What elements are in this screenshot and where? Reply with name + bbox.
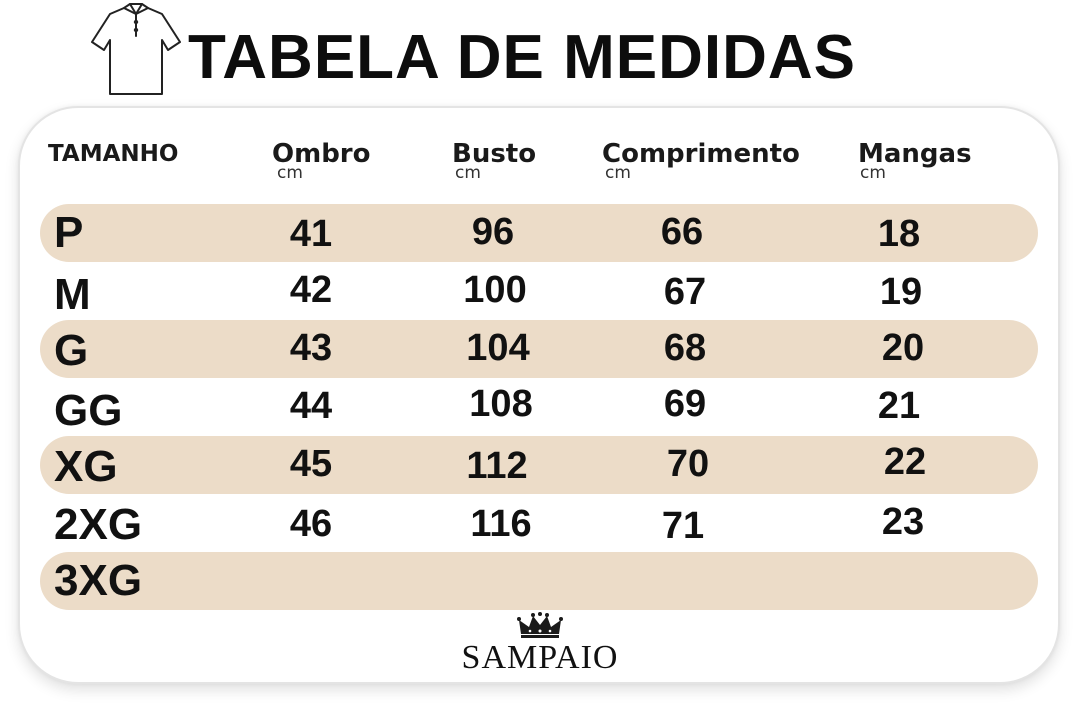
busto-value: 116	[470, 503, 532, 545]
mangas-value: 21	[877, 385, 921, 427]
mangas-value: 23	[881, 501, 925, 543]
page-title: TABELA DE MEDIDAS	[188, 23, 856, 92]
ombro-value: 41	[289, 213, 333, 255]
column-unit-busto: cm	[455, 163, 481, 183]
size-label: GG	[54, 386, 123, 435]
comprimento-value: 67	[663, 271, 707, 313]
comprimento-value: 68	[663, 327, 707, 369]
size-label: XG	[54, 442, 118, 491]
size-label: P	[54, 208, 84, 257]
mangas-value: 22	[883, 441, 927, 483]
crown-icon	[517, 612, 563, 638]
busto-value: 104	[466, 327, 530, 369]
busto-value: 100	[463, 269, 527, 311]
mangas-value: 18	[877, 213, 921, 255]
mangas-value: 19	[879, 271, 923, 313]
comprimento-value: 66	[660, 211, 704, 253]
size-label: G	[54, 326, 89, 375]
size-label: 2XG	[54, 500, 143, 549]
brand-logo: SAMPAIO	[440, 612, 640, 682]
column-header-busto: Busto	[452, 139, 537, 169]
busto-value: 112	[466, 445, 528, 487]
column-header-tamanho: TAMANHO	[48, 141, 179, 167]
ombro-value: 46	[289, 503, 333, 545]
column-unit-ombro: cm	[277, 163, 303, 183]
comprimento-value: 71	[661, 505, 705, 547]
ombro-value: 42	[289, 269, 333, 311]
column-header-ombro: Ombro	[272, 139, 371, 169]
row-band	[40, 552, 1038, 610]
column-unit-comprimento: cm	[605, 163, 631, 183]
column-header-mangas: Mangas	[858, 139, 972, 169]
ombro-value: 44	[289, 385, 333, 427]
comprimento-value: 70	[666, 443, 710, 485]
mangas-value: 20	[881, 327, 925, 369]
ombro-value: 45	[289, 443, 333, 485]
brand-name: SAMPAIO	[461, 639, 619, 676]
size-label: M	[54, 270, 91, 319]
row-band	[40, 436, 1038, 494]
row-band	[40, 204, 1038, 262]
comprimento-value: 69	[663, 383, 707, 425]
size-label: 3XG	[54, 556, 143, 605]
column-header-comprimento: Comprimento	[602, 139, 800, 169]
ombro-value: 43	[289, 327, 333, 369]
column-unit-mangas: cm	[860, 163, 886, 183]
row-band	[40, 320, 1038, 378]
busto-value: 96	[471, 211, 515, 253]
polo-shirt-icon	[91, 3, 181, 95]
busto-value: 108	[469, 383, 533, 425]
